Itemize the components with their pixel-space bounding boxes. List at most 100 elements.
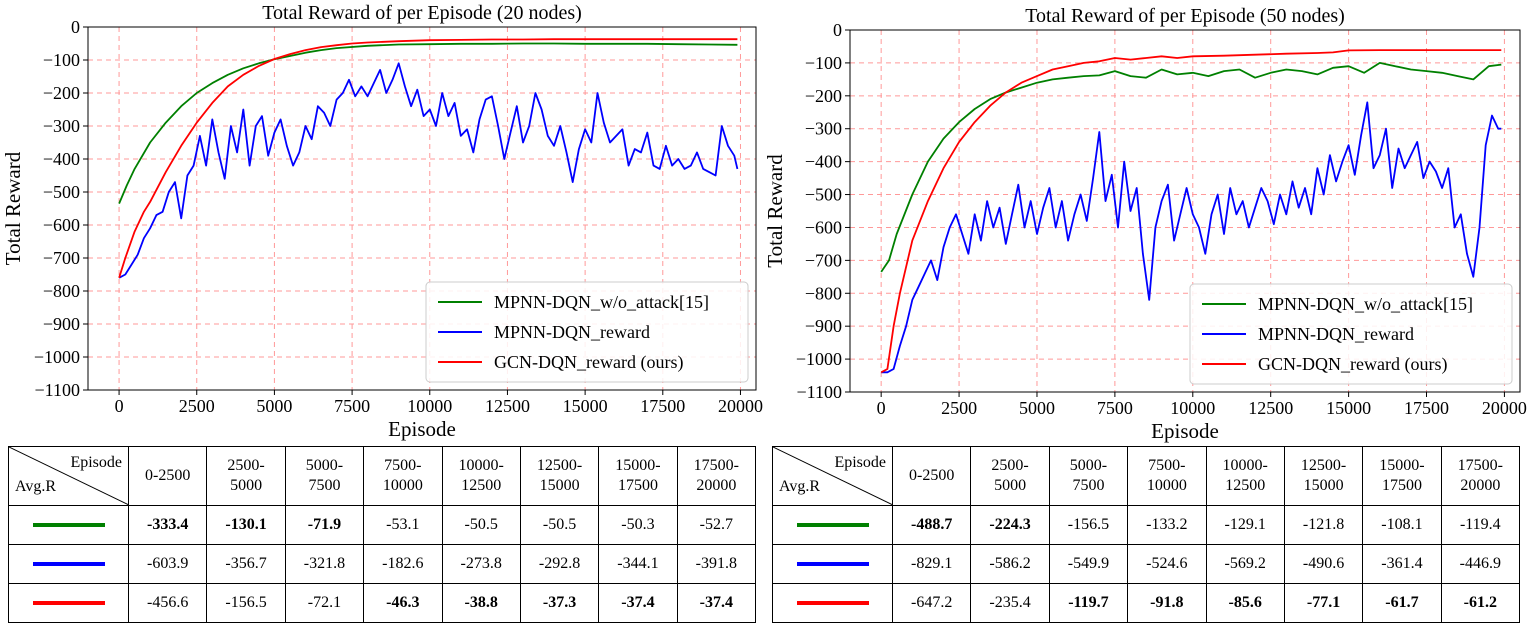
column-header: 15000- 17500 xyxy=(1362,446,1442,506)
corner-episode-label: Episode xyxy=(70,454,122,471)
y-tick-label: −1100 xyxy=(797,382,842,402)
table-row: -829.1 -586.2 -549.9 -524.6 -569.2 -490.6 -361… xyxy=(772,544,1521,584)
table-cell: -488.7 xyxy=(891,505,972,545)
series-line-1 xyxy=(881,101,1502,374)
column-header: 17500- 20000 xyxy=(1440,446,1521,506)
column-header: 2500- 5000 xyxy=(970,446,1050,506)
x-tick-label: 2500 xyxy=(179,396,215,416)
series-line-0 xyxy=(118,42,738,204)
table-cell: -50.3 xyxy=(598,505,678,545)
legend-swatch-cell xyxy=(772,544,893,584)
series-line-2 xyxy=(118,38,738,279)
column-header: 12500- 15000 xyxy=(519,446,600,506)
table-cell: -156.5 xyxy=(206,583,286,623)
plot-frame xyxy=(849,29,1521,393)
table-cell: -121.8 xyxy=(1283,505,1364,545)
table-cell: -129.1 xyxy=(1205,505,1285,545)
table-cell: -156.5 xyxy=(1048,505,1129,545)
corner-diagonal xyxy=(9,447,128,505)
legend-label-0: MPNN-DQN_w/o_attack[15] xyxy=(494,292,709,312)
y-tick-label: −600 xyxy=(43,215,80,235)
x-tick-label: 17500 xyxy=(640,396,685,416)
table-cell: -61.2 xyxy=(1440,583,1521,623)
x-tick-label: 10000 xyxy=(1170,398,1215,418)
legend-swatch-cell xyxy=(8,505,129,545)
y-tick-label: −100 xyxy=(805,53,842,73)
table-cell: -321.8 xyxy=(284,544,365,584)
legend-swatch-cell xyxy=(772,505,893,545)
table-cell: -46.3 xyxy=(363,583,443,623)
table-header-row: Episode Avg.R 0-2500 2500- 5000 5000- 7500 7500… xyxy=(772,446,1521,506)
table-cell: -569.2 xyxy=(1205,544,1285,584)
series-line-2 xyxy=(880,49,1502,374)
table-cell: -77.1 xyxy=(1283,583,1364,623)
table-cell: -333.4 xyxy=(127,505,208,545)
table-cell: -71.9 xyxy=(284,505,365,545)
chart-0: 0 2500 5000 7500 10000 12500 15000 17500 20000 0 −… xyxy=(1,2,763,441)
column-header: 5000- 7500 xyxy=(1048,446,1129,506)
legend-label-2: GCN-DQN_reward (ours) xyxy=(1258,354,1447,375)
legend-label-1: MPNN-DQN_reward xyxy=(1258,324,1414,344)
table-cell: -53.1 xyxy=(363,505,443,545)
y-tick-label: −400 xyxy=(43,149,80,169)
diagonal-line xyxy=(9,447,128,505)
table-cell: -292.8 xyxy=(519,544,600,584)
x-tick-label: 15000 xyxy=(1326,398,1371,418)
table-cell: -361.4 xyxy=(1362,544,1442,584)
table-cell: -235.4 xyxy=(970,583,1050,623)
table-row: -333.4 -130.1 -71.9 -53.1 -50.5 -50.5 -50.3 -52… xyxy=(8,505,757,545)
y-tick-label: −500 xyxy=(43,182,80,202)
series-line-0 xyxy=(880,62,1502,273)
corner-avgr-label: Avg.R xyxy=(15,478,57,495)
table-cell: -133.2 xyxy=(1127,505,1207,545)
x-tick-label: 12500 xyxy=(1248,398,1293,418)
corner-episode-label: Episode xyxy=(834,454,886,471)
series-color-swatch xyxy=(32,523,105,528)
table-cell: -85.6 xyxy=(1205,583,1285,623)
y-tick-label: −1100 xyxy=(35,380,80,400)
y-tick-label: −900 xyxy=(43,314,80,334)
x-tick-label: 5000 xyxy=(1019,398,1055,418)
table-cell: -130.1 xyxy=(206,505,286,545)
diagonal-line xyxy=(773,447,892,505)
legend: MPNN-DQN_w/o_attack[15] MPNN-DQN_reward GC… xyxy=(425,281,749,383)
x-tick-label: 0 xyxy=(115,396,124,416)
series-color-swatch xyxy=(796,523,869,528)
chart-title: Total Reward of per Episode (20 nodes) xyxy=(262,2,582,24)
table-cell: -829.1 xyxy=(891,544,972,584)
figure: 0 2500 5000 7500 10000 12500 15000 17500 20000 0 −… xyxy=(1,2,1527,443)
y-tick-label: −100 xyxy=(43,50,80,70)
summary-table-20-nodes: Episode Avg.R 0-2500 2500- 5000 5000- 7500 7500… xyxy=(8,446,757,623)
table-cell: -273.8 xyxy=(441,544,521,584)
x-tick-label: 12500 xyxy=(485,396,530,416)
table-cell: -108.1 xyxy=(1362,505,1442,545)
x-axis-label: Episode xyxy=(1151,419,1219,443)
table-cell: -119.4 xyxy=(1440,505,1521,545)
y-tick-label: −200 xyxy=(43,83,80,103)
y-tick-label: −200 xyxy=(805,86,842,106)
table-cell: -72.1 xyxy=(284,583,365,623)
table-cell: -446.9 xyxy=(1440,544,1521,584)
column-header: 7500- 10000 xyxy=(1127,446,1207,506)
table-cell: -524.6 xyxy=(1127,544,1207,584)
column-header: 0-2500 xyxy=(127,446,208,506)
column-header: 12500- 15000 xyxy=(1283,446,1364,506)
table-cell: -391.8 xyxy=(676,544,757,584)
legend-box xyxy=(1189,283,1513,385)
y-axis-label: Total Reward xyxy=(763,154,787,268)
table-cell: -50.5 xyxy=(441,505,521,545)
column-header: 17500- 20000 xyxy=(676,446,757,506)
y-tick-label: −800 xyxy=(805,283,842,303)
legend-swatch-cell xyxy=(8,544,129,584)
x-tick-label: 10000 xyxy=(407,396,452,416)
table-cell: -647.2 xyxy=(891,583,972,623)
table-cell: -91.8 xyxy=(1127,583,1207,623)
y-tick-label: −600 xyxy=(805,217,842,237)
table-row: -647.2 -235.4 -119.7 -91.8 -85.6 -77.1 -61.7 -6… xyxy=(772,583,1521,623)
table-cell: -224.3 xyxy=(970,505,1050,545)
series-line-1 xyxy=(118,62,739,279)
table-cell: -37.3 xyxy=(519,583,600,623)
y-tick-label: −800 xyxy=(43,281,80,301)
column-header: 10000- 12500 xyxy=(441,446,521,506)
table-cell: -119.7 xyxy=(1048,583,1129,623)
